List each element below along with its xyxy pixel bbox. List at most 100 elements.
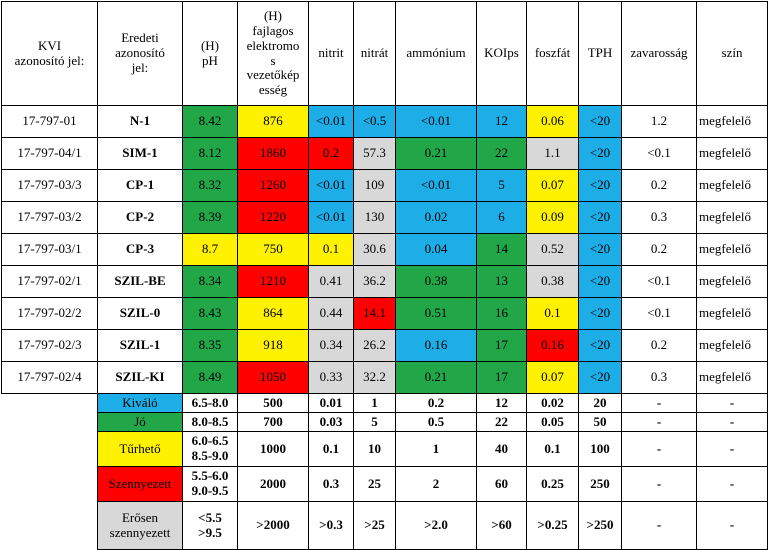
legend-spacer [1,393,98,550]
kvi-id-cell: 17-797-02/3 [1,329,98,362]
legend-threshold-ec: 500 [237,393,309,413]
value-cell-foszfat: 0.07 [526,361,579,394]
value-cell-koips: 22 [476,137,527,170]
original-id-cell: SZIL-BE [97,265,183,298]
header-nitrit: nitrit [308,1,354,106]
legend-threshold-tph: 50 [578,412,622,432]
legend-threshold-foszfat: 0.1 [526,431,579,467]
legend-threshold-ammonium: 2 [395,466,477,502]
value-cell-ph: 8.32 [182,169,238,202]
kvi-id-cell: 17-797-02/4 [1,361,98,394]
value-cell-foszfat: 0.1 [526,297,579,330]
value-cell-tph: <20 [578,233,622,266]
value-cell-nitrat: 30.6 [353,233,396,266]
legend-category-label: Szennyezett [97,466,183,502]
turbidity-cell: 0.2 [621,233,697,266]
value-cell-koips: 17 [476,361,527,394]
value-cell-ammonium: 0.02 [395,201,477,234]
value-cell-ph: 8.35 [182,329,238,362]
value-cell-nitrat: <0.5 [353,105,396,138]
color-cell: megfelelő [696,233,768,266]
value-cell-ec: 1220 [237,201,309,234]
legend-row: Erősen szennyezett <5.5 >9.5 >2000 >0.3 >25 >2.… [2,501,768,550]
value-cell-nitrit: <0.01 [308,105,354,138]
turbidity-cell: 0.2 [621,329,697,362]
value-cell-ph: 8.34 [182,265,238,298]
color-cell: megfelelő [696,265,768,298]
value-cell-tph: <20 [578,329,622,362]
legend-ph-range: <5.5 >9.5 [182,501,238,550]
turbidity-cell: 1.2 [621,105,697,138]
original-id-cell: SZIL-0 [97,297,183,330]
table-row: 17-797-02/4 SZIL-KI 8.49 1050 0.33 32.2 0.21 17… [1,361,768,394]
value-cell-nitrit: <0.01 [308,201,354,234]
value-cell-koips: 6 [476,201,527,234]
value-cell-koips: 13 [476,265,527,298]
color-cell: megfelelő [696,201,768,234]
original-id-cell: SIM-1 [97,137,183,170]
turbidity-cell: <0.1 [621,297,697,330]
value-cell-nitrit: 0.34 [308,329,354,362]
legend-threshold-zavarossag: - [621,431,697,467]
legend-threshold-nitrat: 1 [353,393,396,413]
legend-threshold-ec: >2000 [237,501,309,550]
legend-threshold-zavarossag: - [621,412,697,432]
value-cell-foszfat: 0.16 [526,329,579,362]
original-id-cell: SZIL-KI [97,361,183,394]
table-row: 17-797-03/1 CP-3 8.7 750 0.1 30.6 0.04 14 0.52 <2… [1,233,768,266]
legend-row: Tűrhető 6.0-6.5 8.5-9.0 1000 0.1 10 1 40 0.1 100-… [2,431,768,467]
legend-category-label: Tűrhető [97,431,183,467]
legend-row: Kiváló 6.5-8.0 500 0.01 1 0.2 12 0.02 20- - [1,393,768,550]
header-ph: (H) pH [182,1,238,106]
value-cell-koips: 12 [476,105,527,138]
legend-threshold-nitrit: 0.3 [308,466,354,502]
value-cell-nitrat: 130 [353,201,396,234]
header-row: KVI azonosító jel: Eredeti azonosító jel: (H)… [1,1,768,106]
value-cell-nitrit: 0.44 [308,297,354,330]
value-cell-tph: <20 [578,361,622,394]
value-cell-ph: 8.43 [182,297,238,330]
kvi-id-cell: 17-797-02/1 [1,265,98,298]
legend-threshold-szin: - [696,393,768,413]
legend-threshold-nitrit: 0.01 [308,393,354,413]
legend-threshold-koips: 60 [476,466,527,502]
legend-threshold-zavarossag: - [621,393,697,413]
legend-threshold-zavarossag: - [621,501,697,550]
legend-threshold-szin: - [696,501,768,550]
value-cell-foszfat: 0.38 [526,265,579,298]
color-cell: megfelelő [696,105,768,138]
legend-ph-range: 6.0-6.5 8.5-9.0 [182,431,238,467]
original-id-cell: CP-3 [97,233,183,266]
turbidity-cell: <0.1 [621,137,697,170]
legend-threshold-tph: 250 [578,466,622,502]
value-cell-tph: <20 [578,201,622,234]
value-cell-foszfat: 0.52 [526,233,579,266]
value-cell-foszfat: 0.09 [526,201,579,234]
header-tph: TPH [578,1,622,106]
legend-threshold-nitrit: 0.03 [308,412,354,432]
table-row: 17-797-03/2 CP-2 8.39 1220 <0.01 130 0.02 6 0.09… [1,201,768,234]
color-cell: megfelelő [696,297,768,330]
value-cell-koips: 17 [476,329,527,362]
value-cell-koips: 5 [476,169,527,202]
legend-threshold-foszfat: 0.02 [526,393,579,413]
value-cell-ec: 1050 [237,361,309,394]
legend-category-label: Jó [97,412,183,432]
header-zavarossag: zavarosság [621,1,697,106]
value-cell-nitrat: 14.1 [353,297,396,330]
legend-threshold-szin: - [696,466,768,502]
turbidity-cell: 0.2 [621,169,697,202]
value-cell-ammonium: 0.21 [395,137,477,170]
legend-threshold-ec: 1000 [237,431,309,467]
original-id-cell: CP-2 [97,201,183,234]
value-cell-foszfat: 0.07 [526,169,579,202]
value-cell-ph: 8.39 [182,201,238,234]
value-cell-nitrat: 109 [353,169,396,202]
value-cell-ammonium: <0.01 [395,105,477,138]
header-foszfat: foszfát [526,1,579,106]
legend-threshold-szin: - [696,412,768,432]
value-cell-ec: 750 [237,233,309,266]
value-cell-nitrat: 26.2 [353,329,396,362]
header-ec: (H) fajlagos elektromo s vezetőkép esség [237,1,309,106]
legend-category-label: Kiváló [97,393,183,413]
